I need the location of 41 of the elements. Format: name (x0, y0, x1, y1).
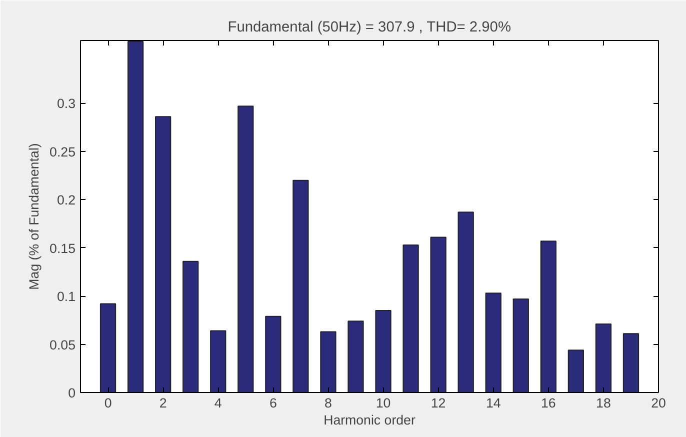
x-tick-label: 16 (540, 396, 556, 410)
y-tick-label: 0.3 (56, 96, 76, 112)
x-tick-label: 12 (430, 396, 446, 410)
bar (458, 212, 474, 392)
x-tick-label: 10 (376, 396, 391, 410)
y-tick-label: 0.15 (50, 240, 76, 256)
bar (100, 303, 116, 392)
bar (238, 106, 254, 392)
bar (595, 324, 612, 392)
bar (127, 40, 144, 392)
y-tick-label: 0.05 (50, 337, 76, 352)
y-axis-title: Mag (% of Fundamental) (26, 143, 42, 290)
y-tick-label: 0.1 (56, 289, 76, 304)
bar (348, 320, 364, 392)
chart-title: Fundamental (50Hz) = 307.9 , THD= 2.90% (228, 20, 511, 36)
y-tick-label: 0.2 (56, 192, 76, 208)
x-tick-label: 18 (596, 396, 611, 410)
bar (210, 330, 226, 392)
x-tick-label: 20 (651, 396, 666, 410)
x-tick-label: 14 (486, 396, 502, 410)
bar (430, 236, 446, 392)
bar (265, 316, 282, 392)
x-tick-label: 4 (214, 396, 222, 410)
bar (375, 310, 392, 392)
x-tick-label: 6 (269, 396, 277, 410)
bar (512, 298, 529, 392)
bar (540, 240, 556, 392)
bar (155, 116, 172, 392)
x-axis-title: Harmonic order (324, 412, 416, 428)
bar (320, 331, 336, 392)
bar (485, 292, 502, 392)
bar (182, 260, 199, 392)
x-tick-label: 0 (104, 396, 112, 410)
bar (292, 180, 309, 392)
bar (402, 244, 419, 392)
bar (568, 350, 584, 392)
x-tick-label: 2 (159, 396, 167, 410)
y-tick-label: 0 (68, 386, 76, 400)
x-tick-label: 8 (324, 396, 332, 410)
bar (622, 333, 640, 392)
y-tick-label: 0.25 (50, 144, 76, 160)
